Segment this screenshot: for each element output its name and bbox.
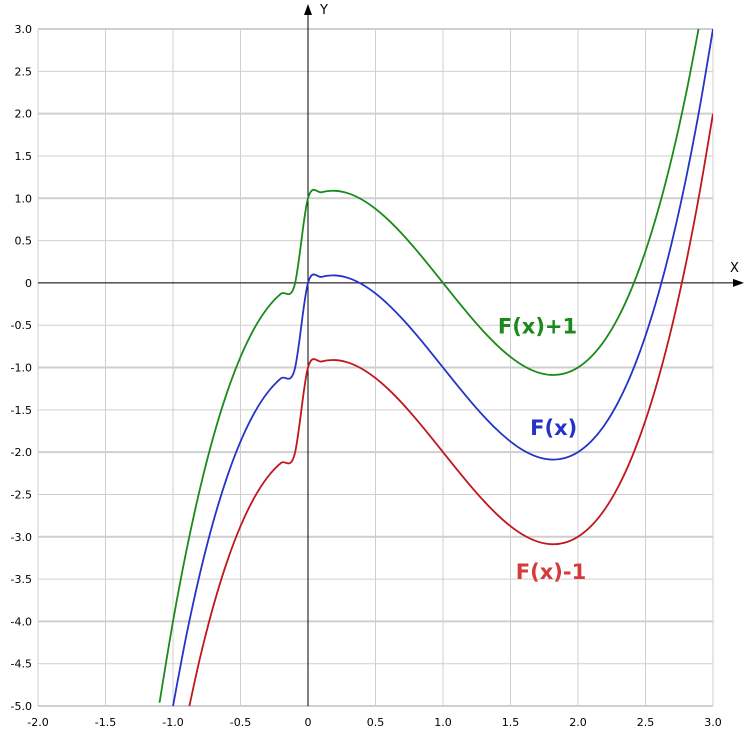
x-tick-label: -2.0 <box>27 716 48 729</box>
series-labels: F(x)+1 F(x) F(x)-1 <box>498 315 586 584</box>
x-axis-label: X <box>730 261 739 276</box>
x-axis-arrow-icon <box>733 278 744 287</box>
y-tick-label: -2.0 <box>11 446 32 459</box>
y-tick-label: 1.5 <box>15 150 33 163</box>
x-tick-label: 0 <box>305 716 312 729</box>
y-tick-label: 0.5 <box>15 235 33 248</box>
series-label: F(x)+1 <box>498 315 577 339</box>
y-tick-label: -4.0 <box>11 615 32 628</box>
tick-labels: -2.0 -1.5 -1.0 -0.5 0 0.5 1.0 1.5 2.0 2.5 3.0 3.0 2.… <box>11 23 722 729</box>
y-tick-label: 3.0 <box>15 23 33 36</box>
y-axis-label: Y <box>319 3 328 18</box>
x-tick-label: -1.5 <box>95 716 116 729</box>
series-line <box>158 29 700 703</box>
x-tick-label: -1.0 <box>162 716 183 729</box>
curves <box>158 29 713 706</box>
series-label: F(x)-1 <box>516 560 586 584</box>
y-axis-arrow-icon <box>304 4 312 15</box>
axes <box>38 4 744 706</box>
y-tick-label: -1.0 <box>11 362 32 375</box>
series-line <box>188 113 713 706</box>
y-tick-label: -3.0 <box>11 531 32 544</box>
x-tick-label: 2.0 <box>569 716 587 729</box>
x-tick-label: 2.5 <box>637 716 655 729</box>
series-label: F(x) <box>530 416 577 440</box>
y-tick-label: -5.0 <box>11 700 32 713</box>
x-tick-label: 0.5 <box>367 716 385 729</box>
y-tick-label: 2.0 <box>15 108 33 121</box>
x-tick-label: -0.5 <box>230 716 251 729</box>
x-tick-label: 3.0 <box>704 716 722 729</box>
series-line <box>172 29 713 706</box>
y-tick-label: 1.0 <box>15 192 33 205</box>
x-tick-label: 1.5 <box>502 716 520 729</box>
y-tick-label: -0.5 <box>11 319 32 332</box>
y-tick-label: -3.5 <box>11 573 32 586</box>
y-tick-label: -1.5 <box>11 404 32 417</box>
y-tick-label: 0 <box>25 277 32 290</box>
x-tick-label: 1.0 <box>434 716 452 729</box>
y-tick-label: -4.5 <box>11 658 32 671</box>
y-tick-label: -2.5 <box>11 488 32 501</box>
grid <box>37 28 714 707</box>
y-tick-label: 2.5 <box>15 65 33 78</box>
